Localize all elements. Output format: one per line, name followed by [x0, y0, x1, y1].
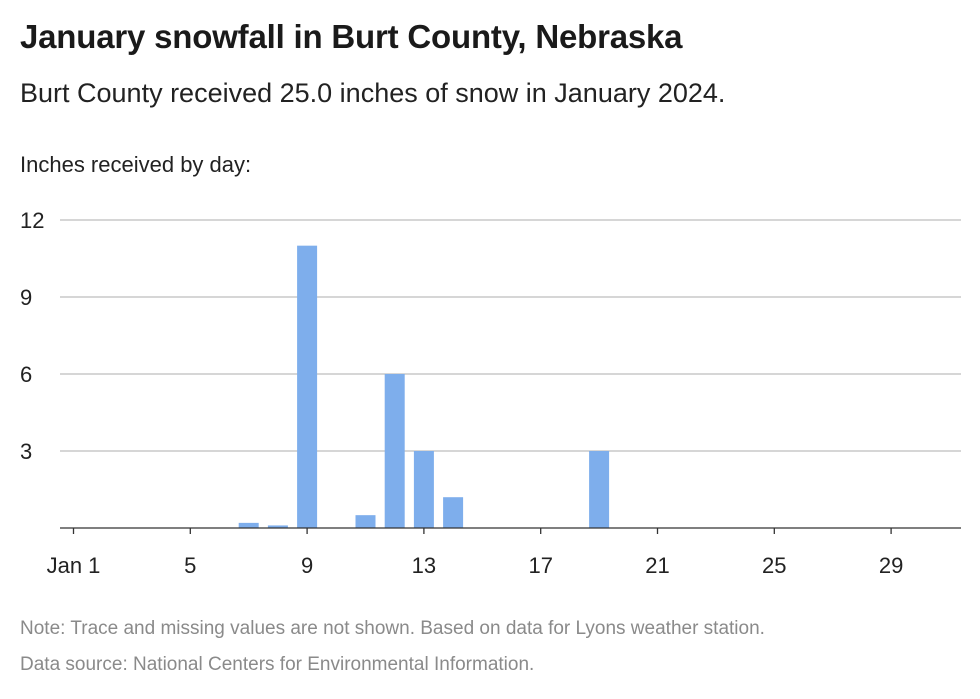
footnote: Note: Trace and missing values are not s… — [20, 618, 765, 639]
y-tick-label: 9 — [20, 285, 32, 310]
chart-title: January snowfall in Burt County, Nebrask… — [20, 18, 683, 55]
bar-day-9 — [297, 245, 318, 528]
x-tick-label: Jan 1 — [47, 553, 101, 578]
y-tick-label: 12 — [20, 208, 44, 233]
bar-day-19 — [589, 451, 610, 528]
gridlines — [60, 219, 961, 452]
x-tick-label: 13 — [412, 553, 436, 578]
bars — [238, 245, 610, 528]
bar-day-13 — [413, 451, 434, 528]
x-axis: Jan 1 5 9 13 17 21 25 29 — [47, 527, 961, 578]
bar-day-7 — [238, 522, 259, 528]
bar-day-14 — [443, 497, 464, 528]
bar-day-8 — [267, 525, 288, 528]
y-axis-label: Inches received by day: — [20, 152, 252, 177]
y-tick-label: 3 — [20, 439, 32, 464]
x-tick-label: 9 — [301, 553, 313, 578]
x-tick-label: 17 — [528, 553, 552, 578]
x-tick-label: 5 — [184, 553, 196, 578]
y-tick-label: 6 — [20, 362, 32, 387]
x-tick-label: 21 — [645, 553, 669, 578]
x-tick-label: 29 — [879, 553, 903, 578]
bar-day-11 — [355, 515, 376, 528]
y-tick-labels: 3 6 9 12 — [20, 208, 44, 464]
chart-subtitle: Burt County received 25.0 inches of snow… — [20, 78, 726, 108]
data-source: Data source: National Centers for Enviro… — [20, 654, 535, 675]
bar-day-12 — [384, 374, 405, 528]
x-tick-label: 25 — [762, 553, 786, 578]
